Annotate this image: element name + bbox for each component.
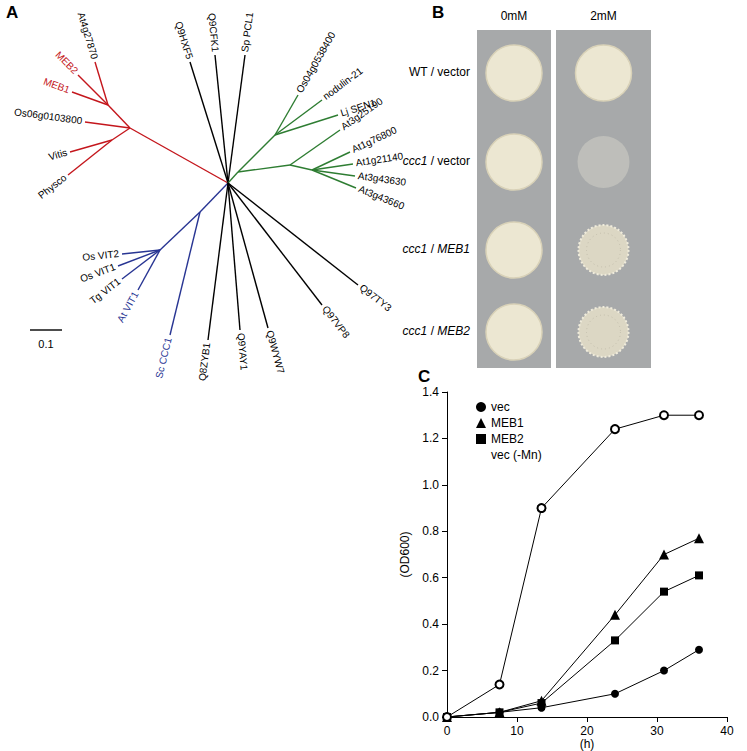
svg-text:A: A (6, 3, 18, 22)
svg-text:0mM: 0mM (501, 9, 528, 23)
svg-text:MEB2: MEB2 (491, 432, 524, 446)
svg-text:Sp PCL1: Sp PCL1 (239, 11, 255, 53)
svg-text:Q9WYW7: Q9WYW7 (264, 329, 287, 375)
svg-text:Vitis: Vitis (47, 147, 68, 163)
svg-text:MEB1: MEB1 (491, 416, 524, 430)
svg-text:At3g25190: At3g25190 (339, 95, 385, 132)
svg-text:10: 10 (510, 724, 524, 738)
svg-text:0: 0 (444, 724, 451, 738)
svg-text:nodulin-21: nodulin-21 (321, 65, 365, 102)
svg-text:At VIT1: At VIT1 (115, 289, 141, 324)
svg-text:MEB1: MEB1 (42, 76, 72, 96)
svg-text:ccc1 / MEB1: ccc1 / MEB1 (403, 242, 470, 256)
svg-text:(OD600): (OD600) (398, 531, 412, 577)
svg-text:Os06g0103800: Os06g0103800 (14, 106, 84, 126)
svg-text:Os04g0538400: Os04g0538400 (294, 30, 338, 95)
svg-text:WT / vector: WT / vector (409, 65, 470, 79)
svg-text:1.0: 1.0 (422, 478, 439, 492)
svg-text:ccc1 / vector: ccc1 / vector (403, 154, 470, 168)
svg-text:Os VIT2: Os VIT2 (82, 248, 120, 263)
svg-text:At4g27870: At4g27870 (76, 11, 101, 61)
svg-text:0.2: 0.2 (422, 664, 439, 678)
svg-text:vec (-Mn): vec (-Mn) (491, 448, 542, 462)
svg-text:Q9YAY1: Q9YAY1 (236, 332, 250, 371)
svg-text:0.6: 0.6 (422, 571, 439, 585)
svg-text:20: 20 (580, 724, 594, 738)
svg-text:Q9HXF5: Q9HXF5 (173, 20, 195, 61)
svg-text:Q8ZYB1: Q8ZYB1 (196, 342, 212, 382)
svg-text:ccc1 / MEB2: ccc1 / MEB2 (403, 324, 471, 338)
svg-text:2mM: 2mM (590, 9, 617, 23)
svg-text:Lj SEN1: Lj SEN1 (339, 97, 378, 119)
svg-text:Q9CFK1: Q9CFK1 (206, 13, 221, 53)
svg-text:B: B (432, 3, 444, 22)
svg-text:Q97VP8: Q97VP8 (320, 303, 352, 340)
svg-text:At1g76800: At1g76800 (350, 124, 399, 155)
svg-text:vec: vec (491, 400, 510, 414)
svg-text:1.2: 1.2 (422, 431, 439, 445)
svg-text:At3g43630: At3g43630 (357, 170, 407, 188)
svg-text:40: 40 (720, 724, 734, 738)
svg-text:0.8: 0.8 (422, 524, 439, 538)
svg-text:At1g21140: At1g21140 (355, 150, 404, 168)
svg-text:0.1: 0.1 (38, 338, 53, 350)
svg-text:MEB2: MEB2 (53, 49, 80, 76)
svg-text:Tg VIT1: Tg VIT1 (87, 276, 122, 307)
svg-text:0.4: 0.4 (422, 617, 439, 631)
svg-text:Q97TY3: Q97TY3 (357, 282, 393, 314)
svg-text:Os VIT1: Os VIT1 (79, 261, 118, 284)
svg-text:(h): (h) (580, 737, 595, 751)
svg-text:At3g43660: At3g43660 (357, 183, 406, 212)
svg-text:30: 30 (650, 724, 664, 738)
svg-text:1.4: 1.4 (422, 385, 439, 399)
svg-text:Sc CCC1: Sc CCC1 (153, 336, 174, 380)
svg-text:C: C (418, 367, 430, 386)
svg-text:Physco: Physco (36, 172, 69, 201)
svg-text:0.0: 0.0 (422, 710, 439, 724)
